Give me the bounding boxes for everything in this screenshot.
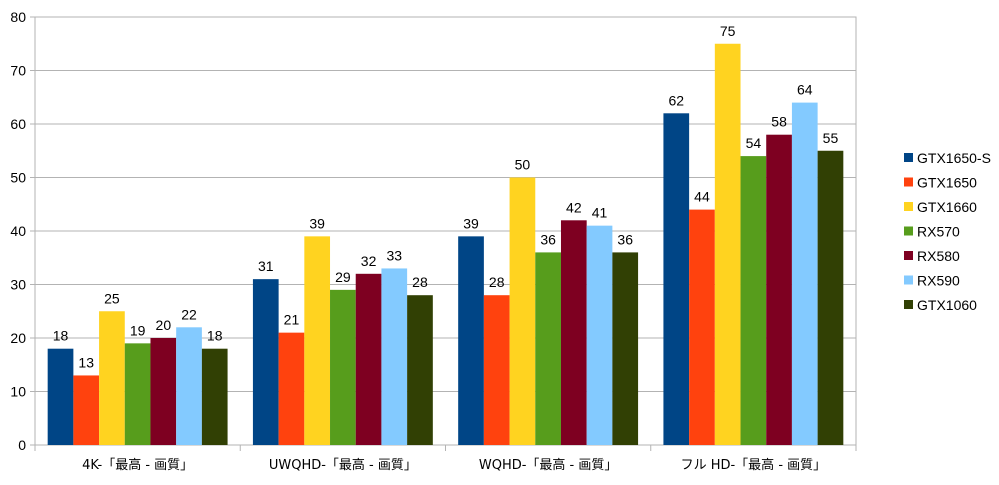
legend-label: RX590	[917, 273, 960, 289]
bar	[252, 279, 279, 445]
bar	[201, 348, 228, 445]
bar	[612, 252, 639, 445]
bar	[689, 209, 715, 445]
data-label: 18	[53, 328, 69, 344]
bar	[560, 220, 587, 445]
data-label: 36	[617, 231, 633, 247]
bar	[407, 295, 433, 445]
bars	[47, 43, 844, 446]
data-label: 29	[335, 269, 351, 285]
legend-swatch	[904, 226, 913, 236]
x-category-label: 4K-「最高 - 画質」	[82, 457, 193, 473]
data-label: 42	[566, 199, 582, 215]
legend-label: GTX1060	[917, 297, 977, 313]
y-tick-label: 10	[10, 384, 26, 400]
legend-swatch	[904, 300, 913, 309]
data-label: 41	[592, 205, 608, 221]
data-label: 32	[361, 253, 377, 269]
legend-swatch	[904, 275, 913, 285]
data-label: 50	[515, 157, 531, 173]
bar	[791, 102, 818, 445]
bar	[663, 113, 690, 446]
y-tick-label: 60	[10, 116, 26, 132]
bar	[766, 134, 792, 445]
legend-label: GTX1650-S	[917, 150, 991, 166]
y-tick-label: 0	[18, 437, 26, 453]
data-label: 19	[130, 322, 146, 338]
legend-swatch	[904, 153, 913, 162]
bar	[714, 43, 741, 445]
x-category-label: UWQHD-「最高 - 画質」	[269, 457, 417, 473]
y-tick-label: 50	[10, 170, 26, 186]
data-label: 64	[797, 82, 813, 98]
data-label: 21	[284, 312, 300, 328]
data-label: 39	[309, 215, 325, 231]
bar	[47, 348, 74, 445]
data-label: 44	[694, 189, 710, 205]
data-label: 55	[823, 130, 839, 146]
data-label: 36	[540, 231, 556, 247]
bar	[124, 343, 151, 445]
bar	[176, 327, 202, 445]
data-label: 20	[156, 317, 172, 333]
data-label: 54	[746, 135, 762, 151]
data-label: 39	[463, 215, 479, 231]
bar	[355, 273, 382, 445]
bar	[586, 225, 613, 445]
bar	[304, 236, 331, 445]
data-label: 33	[386, 247, 402, 263]
y-tick-label: 80	[10, 9, 26, 25]
data-label: 13	[78, 354, 94, 370]
legend-swatch	[904, 177, 913, 187]
y-tick-label: 30	[10, 277, 26, 293]
axes: 0 10 20 30 40 50 60 70 80 4K-「最高 - 画質」 UWQHD-「最高 -…	[10, 9, 857, 473]
data-label: 22	[181, 306, 197, 322]
legend-swatch	[904, 251, 913, 260]
bar	[817, 150, 844, 445]
data-label: 28	[489, 274, 505, 290]
data-label: 28	[412, 274, 428, 290]
bar	[99, 311, 125, 445]
bar	[458, 236, 484, 445]
bar	[483, 295, 510, 445]
y-tick-label: 70	[10, 63, 26, 79]
legend-label: GTX1650	[917, 175, 977, 191]
x-category-label: WQHD-「最高 - 画質」	[479, 457, 618, 473]
bar	[535, 252, 561, 445]
data-label: 62	[668, 92, 684, 108]
data-label: 58	[771, 114, 787, 130]
y-tick-label: 20	[10, 330, 26, 346]
legend-label: RX580	[917, 248, 960, 264]
bar	[509, 177, 536, 445]
legend-label: RX570	[917, 224, 960, 240]
legend-label: GTX1660	[917, 199, 977, 215]
data-label: 25	[104, 290, 120, 306]
bar	[381, 268, 408, 445]
bar	[740, 156, 767, 445]
legend: GTX1650-S GTX1650 GTX1660 RX570 RX580 RX590 GT…	[904, 150, 991, 313]
bar	[150, 338, 177, 445]
bar	[73, 375, 100, 445]
bar	[278, 332, 305, 445]
x-category-label: フル HD-「最高 - 画質」	[681, 457, 827, 473]
data-label: 31	[258, 258, 274, 274]
data-label: 18	[207, 328, 223, 344]
data-label: 75	[720, 23, 736, 39]
legend-swatch	[904, 202, 913, 211]
data-labels: 18 31 39 62 13 21 28 44 25 39 50 75 19 29 36 54 20 32 42 58…	[53, 23, 839, 371]
y-tick-label: 40	[10, 223, 26, 239]
bar	[330, 289, 356, 445]
